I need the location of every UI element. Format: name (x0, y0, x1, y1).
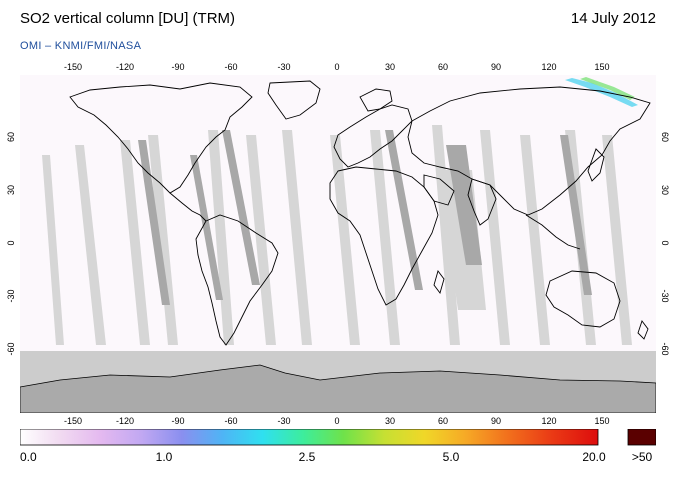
map-title: SO2 vertical column [DU] (TRM) (20, 10, 236, 27)
orbit-gap-strip (330, 135, 360, 345)
orbit-gap-strip (432, 125, 460, 345)
lon-tick-bottom: -150 (63, 416, 83, 426)
lon-tick-bottom: 60 (437, 416, 449, 426)
lon-tick-top: -60 (224, 62, 238, 72)
so2-world-map (20, 75, 656, 413)
lon-tick-bottom: -90 (171, 416, 185, 426)
lat-tick-left: 60 (6, 131, 16, 143)
colorbar-label: 1.0 (155, 450, 173, 464)
colorbar-scale (20, 429, 599, 446)
lat-tick-right: -60 (660, 342, 670, 356)
orbit-gap-strip-dark (560, 135, 592, 295)
colorbar-label: 0.0 (20, 450, 37, 464)
map-date: 14 July 2012 (570, 10, 656, 27)
lon-tick-top: 0 (334, 62, 340, 72)
orbit-gap-strip (246, 135, 276, 345)
orbit-gap-strip (75, 145, 106, 345)
europe (333, 104, 413, 168)
lat-tick-right: 0 (660, 240, 670, 246)
orbit-gap-strip-dark (190, 155, 223, 300)
australia (545, 270, 621, 328)
orbit-gap-strip (148, 135, 178, 345)
lon-tick-bottom: -120 (115, 416, 135, 426)
japan (587, 148, 605, 182)
south-america (195, 214, 279, 346)
lat-tick-left: 0 (6, 240, 16, 246)
orbit-gap-strip (282, 130, 312, 345)
lon-tick-top: 60 (437, 62, 449, 72)
orbit-gap-strip (120, 140, 150, 345)
africa (329, 166, 439, 306)
colorbar-overflow-swatch (627, 429, 656, 446)
greenland (267, 80, 321, 120)
orbit-gap-strip-dark (222, 130, 260, 285)
lon-tick-bottom: 0 (334, 416, 340, 426)
indian-subcontinent (467, 178, 497, 226)
new-zealand (637, 320, 649, 340)
colorbar-label: 5.0 (442, 450, 460, 464)
orbit-gap-strip (42, 155, 64, 345)
lon-tick-bottom: 90 (490, 416, 502, 426)
antarctica (20, 364, 656, 413)
orbit-gap-strip-dark (446, 145, 482, 265)
lon-tick-top: 150 (594, 62, 610, 72)
lon-tick-top: 30 (384, 62, 396, 72)
lon-tick-bottom: 150 (594, 416, 610, 426)
asia (407, 86, 651, 216)
orbit-gap-strips-dark (138, 130, 592, 305)
arabian-peninsula (423, 174, 455, 206)
lat-tick-right: 60 (660, 131, 670, 143)
lon-tick-top: -120 (115, 62, 135, 72)
lat-tick-left: -60 (6, 342, 16, 356)
madagascar (433, 270, 445, 294)
lat-tick-right: -30 (660, 289, 670, 303)
lon-tick-bottom: 120 (541, 416, 557, 426)
data-source-credit: OMI – KNMI/FMI/NASA (20, 40, 142, 52)
lon-tick-top: 90 (490, 62, 502, 72)
colorbar-overflow-label: >50 (631, 450, 653, 464)
lon-tick-bottom: 30 (384, 416, 396, 426)
coastlines (69, 80, 651, 346)
orbit-gap-strip (520, 135, 550, 345)
lat-tick-left: 30 (6, 184, 16, 196)
colorbar-label: 20.0 (582, 450, 606, 464)
colorbar-label: 2.5 (298, 450, 316, 464)
lon-tick-bottom: -60 (224, 416, 238, 426)
lon-tick-top: 120 (541, 62, 557, 72)
so2-signal-arctic (565, 78, 638, 107)
lon-tick-bottom: -30 (277, 416, 291, 426)
orbit-gap-strip-dark (385, 130, 423, 290)
lon-tick-top: -90 (171, 62, 185, 72)
so2-signal-arctic (580, 77, 635, 100)
lat-tick-right: 30 (660, 184, 670, 196)
orbit-gap-strip (602, 135, 632, 345)
lat-tick-left: -30 (6, 289, 16, 303)
scandinavia (359, 88, 393, 112)
southeast-asia (525, 214, 581, 250)
lon-tick-top: -30 (277, 62, 291, 72)
orbit-gap-strip-dark (138, 140, 170, 305)
north-america (69, 82, 253, 194)
colorbar (20, 429, 656, 446)
orbit-gap-strip (208, 130, 234, 345)
lon-tick-top: -150 (63, 62, 83, 72)
central-america (169, 192, 207, 222)
orbit-gap-strip (370, 130, 400, 345)
